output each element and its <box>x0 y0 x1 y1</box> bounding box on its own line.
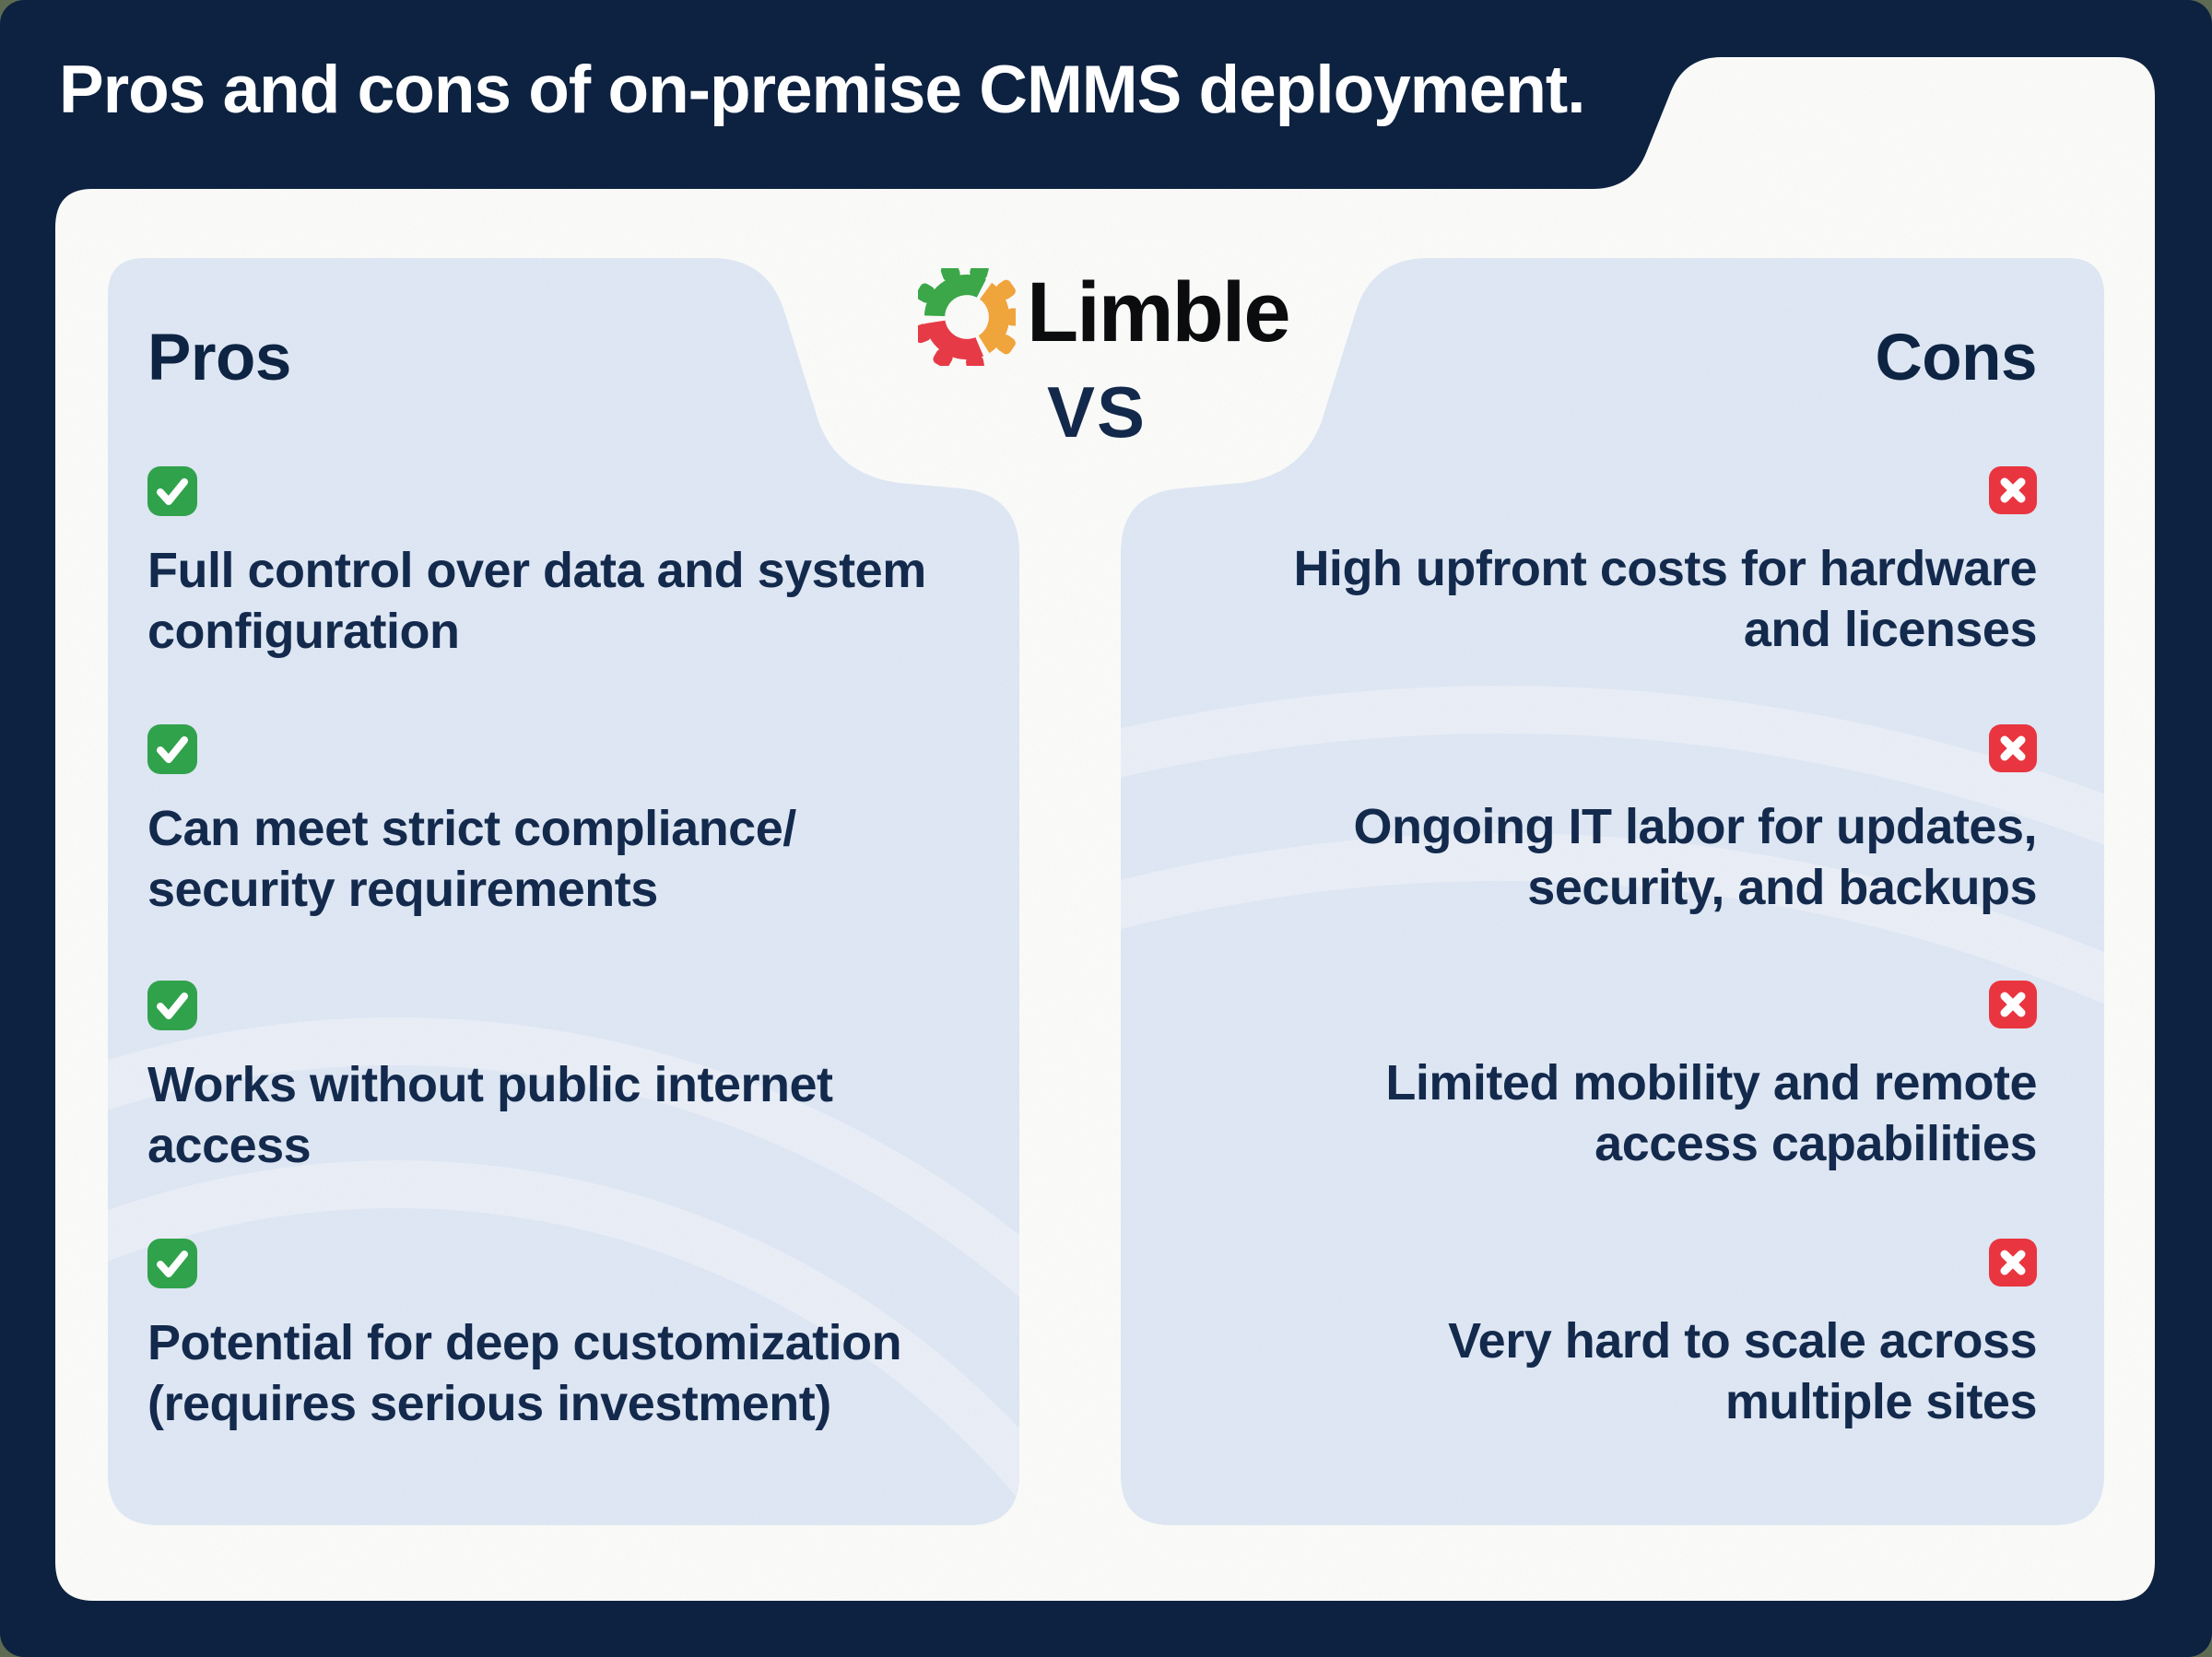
cons-item-text: Ongoing IT labor for updates, security, … <box>1353 799 2038 915</box>
pros-item-text: Works without public internet access <box>147 1057 833 1173</box>
pros-item: Potential for deep customization (requir… <box>147 1239 1014 1434</box>
pros-heading: Pros <box>147 322 291 394</box>
cons-item-text: Limited mobility and remote access capab… <box>1385 1055 2037 1171</box>
limble-logo: Limble <box>918 265 1290 366</box>
x-icon <box>1989 1239 2037 1287</box>
pros-item: Full control over data and system config… <box>147 466 1014 662</box>
cons-item-text: High upfront costs for hardware and lice… <box>1293 541 2037 657</box>
logo-wordmark: Limble <box>1027 265 1290 359</box>
pros-item-text: Potential for deep customization (requir… <box>147 1315 902 1431</box>
pros-item-text: Can meet strict compliance/ security req… <box>147 801 796 917</box>
check-icon <box>147 1239 197 1288</box>
gear-icon <box>918 268 1016 366</box>
page-title: Pros and cons of on-premise CMMS deploym… <box>59 53 1585 127</box>
cons-item: Limited mobility and remote access capab… <box>1134 981 2037 1174</box>
x-icon <box>1989 981 2037 1028</box>
cons-item: Ongoing IT labor for updates, security, … <box>1134 724 2038 918</box>
cons-item: High upfront costs for hardware and lice… <box>1134 466 2037 660</box>
pros-item: Can meet strict compliance/ security req… <box>147 724 1014 920</box>
x-icon <box>1989 466 2037 514</box>
pros-item-text: Full control over data and system config… <box>147 543 926 659</box>
check-icon <box>147 466 197 516</box>
check-icon <box>147 724 197 774</box>
check-icon <box>147 981 197 1030</box>
cons-heading: Cons <box>1875 322 2038 394</box>
cons-item-text: Very hard to scale across multiple sites <box>1448 1313 2037 1429</box>
cons-item: Very hard to scale across multiple sites <box>1134 1239 2037 1432</box>
x-icon <box>1989 724 2037 772</box>
vs-label: VS <box>1046 371 1147 452</box>
pros-item: Works without public internet access <box>147 981 1014 1176</box>
paper-grain <box>55 57 2155 1601</box>
